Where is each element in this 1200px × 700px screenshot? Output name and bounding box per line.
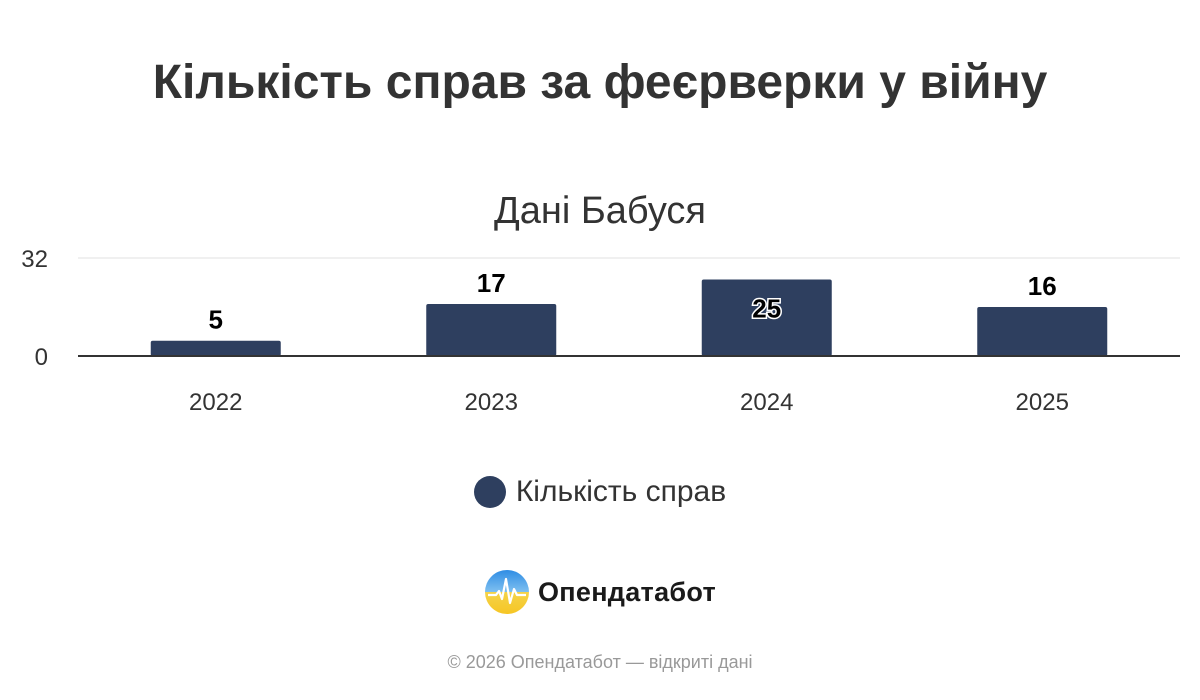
chart-title: Кількість справ за феєрверки у війну: [152, 56, 1048, 109]
chart-subtitle: Дані Бабуся: [493, 190, 706, 232]
x-tick-label: 2022: [189, 389, 242, 416]
x-tick-label: 2024: [740, 389, 793, 416]
bar: [150, 340, 281, 356]
data-label: 16: [1028, 271, 1057, 301]
legend-swatch: [473, 476, 506, 508]
brand-name: Опендатабот: [537, 576, 717, 607]
bar-chart: 0 32 5 2022 17 2023 25 2024 16 2025: [21, 246, 1180, 416]
data-label: 17: [477, 268, 506, 298]
bar: [977, 307, 1108, 356]
x-tick-label: 2025: [1016, 389, 1069, 416]
y-tick-label: 32: [21, 246, 48, 273]
data-label: 5: [209, 305, 223, 335]
brand: Опендатабот: [0, 568, 1200, 616]
opendatabot-logo-icon: [484, 570, 529, 614]
x-tick-label: 2023: [465, 389, 518, 416]
y-tick-label: 0: [35, 344, 48, 371]
bar: [701, 279, 832, 356]
footer-copyright: © 2026 Опендатабот — відкриті дані: [447, 652, 753, 672]
legend[interactable]: Кількість справ: [0, 470, 1200, 514]
bar: [426, 303, 557, 356]
legend-label: Кількість справ: [515, 475, 727, 508]
data-label: 25: [752, 293, 781, 323]
